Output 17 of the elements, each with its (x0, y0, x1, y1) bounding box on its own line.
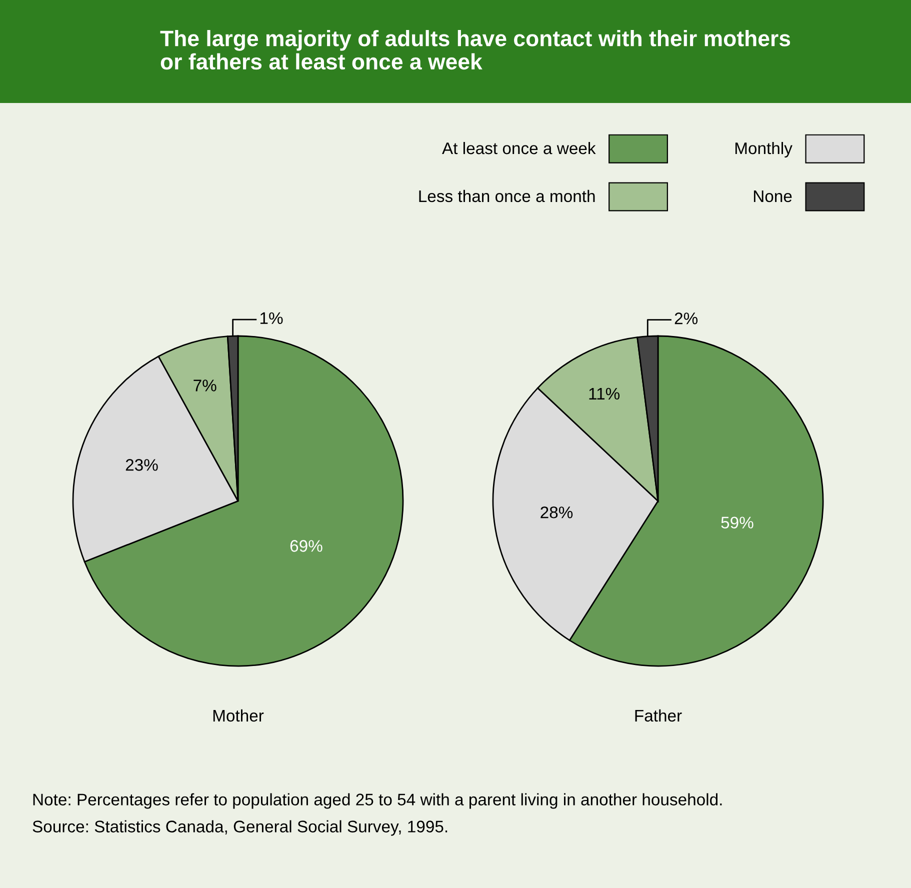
data-label: 28% (540, 506, 573, 518)
chart-title: The large majority of adults have contact with their mothers or fathers at least once a week (160, 30, 790, 70)
data-label: 2% (674, 312, 698, 324)
legend-label: At least once a week (442, 142, 596, 154)
data-label: 59% (721, 516, 754, 528)
text: Note: Percentages refer to population aged 25 to 54 with a parent living in another household. (33, 793, 722, 809)
data-label: 7% (194, 380, 216, 392)
text: Mother (213, 709, 264, 722)
text: Father (635, 709, 682, 722)
data-label: 69% (290, 540, 322, 552)
source-note: Source: Statistics Canada, General Social Survey, 1995. (32, 820, 448, 836)
legend-label: Monthly (735, 142, 792, 158)
legend-label: None (754, 190, 792, 202)
data-label: 11% (589, 388, 620, 400)
legend-label: Less than once a month (419, 190, 595, 202)
data-label: 1% (260, 312, 283, 324)
data-label: 23% (126, 459, 158, 471)
